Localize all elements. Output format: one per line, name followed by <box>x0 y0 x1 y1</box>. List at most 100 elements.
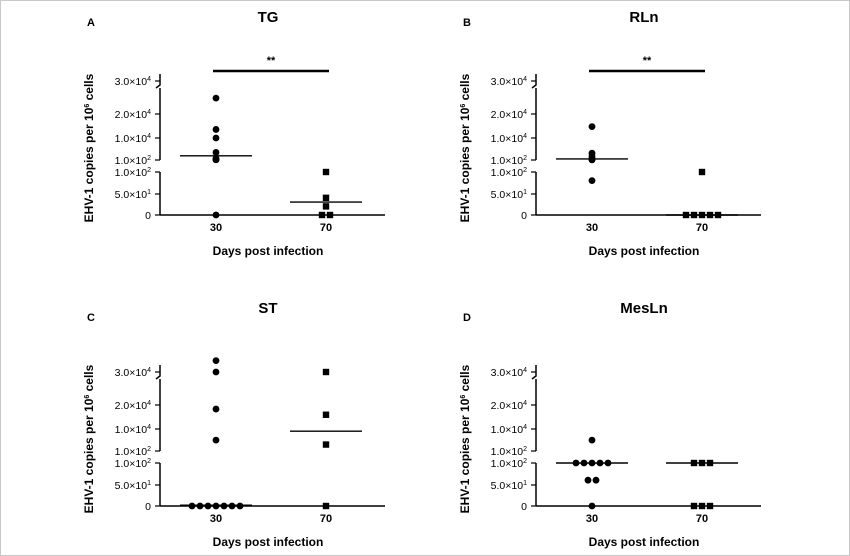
y-axis-break <box>155 74 161 89</box>
y-axis-label: EHV-1 copies per 106 cells <box>458 364 472 513</box>
data-point-day-30 <box>212 149 220 156</box>
data-point-day-30 <box>588 123 596 130</box>
data-point-day-30 <box>204 502 212 510</box>
data-point-day-70 <box>322 194 330 201</box>
x-tick-label: 70 <box>320 222 332 234</box>
data-point-day-30 <box>196 502 204 510</box>
y-tick-label: 3.0×104 <box>115 367 151 379</box>
significance-label: ** <box>643 55 652 67</box>
data-point-day-70 <box>322 502 330 510</box>
data-point-day-30 <box>188 502 196 510</box>
data-point-day-30 <box>584 476 592 484</box>
y-tick-label: 3.0×104 <box>115 76 151 88</box>
y-tick-label: 1.0×102 <box>491 458 527 470</box>
data-point-day-70 <box>322 368 330 376</box>
y-tick-label: 2.0×104 <box>115 400 151 412</box>
y-tick-label: 5.0×101 <box>115 480 151 492</box>
y-tick-label: 1.0×104 <box>491 133 527 145</box>
data-point-day-70 <box>698 168 706 176</box>
data-point-day-30 <box>588 436 596 444</box>
x-tick-label: 70 <box>696 513 708 525</box>
panel-title: TG <box>258 9 279 26</box>
x-tick-label: 30 <box>210 513 222 525</box>
y-tick-label: 0 <box>145 210 151 222</box>
data-point-day-30 <box>220 502 228 510</box>
data-point-day-70 <box>322 203 330 210</box>
y-tick-label: 3.0×104 <box>491 367 527 379</box>
y-tick-label: 1.0×102 <box>491 446 527 458</box>
data-point-day-30 <box>212 211 220 219</box>
data-point-day-30 <box>236 502 244 510</box>
x-axis-label: Days post infection <box>213 535 324 549</box>
data-point-day-70 <box>706 502 714 510</box>
data-point-day-30 <box>592 476 600 484</box>
x-tick-label: 30 <box>586 222 598 234</box>
y-tick-label: 1.0×104 <box>491 424 527 436</box>
data-point-day-30 <box>212 94 220 102</box>
y-tick-label: 2.0×104 <box>491 109 527 121</box>
data-point-day-70 <box>326 211 334 219</box>
y-tick-label: 1.0×102 <box>491 155 527 167</box>
data-point-day-70 <box>322 168 330 176</box>
data-point-day-30 <box>212 134 220 142</box>
data-point-day-30 <box>212 502 220 510</box>
panel-title: RLn <box>629 9 658 26</box>
data-point-day-30 <box>212 436 220 444</box>
x-tick-label: 70 <box>320 513 332 525</box>
panel-letter: D <box>463 312 471 324</box>
y-tick-label: 1.0×102 <box>115 458 151 470</box>
y-tick-label: 1.0×102 <box>115 155 151 167</box>
panel-title: ST <box>258 300 277 317</box>
y-axis-break <box>531 74 537 89</box>
significance-label: ** <box>267 55 276 67</box>
data-point-day-70 <box>698 502 706 510</box>
data-point-day-30 <box>212 357 220 364</box>
y-tick-label: 2.0×104 <box>115 109 151 121</box>
y-axis-label: EHV-1 copies per 106 cells <box>82 73 96 222</box>
y-tick-label: 2.0×104 <box>491 400 527 412</box>
y-tick-label: 5.0×101 <box>491 480 527 492</box>
panel-letter: C <box>87 312 95 324</box>
data-point-day-30 <box>212 126 220 133</box>
x-tick-label: 30 <box>210 222 222 234</box>
y-axis-label: EHV-1 copies per 106 cells <box>458 73 472 222</box>
y-axis-label: EHV-1 copies per 106 cells <box>82 364 96 513</box>
data-point-day-30 <box>228 502 236 510</box>
x-axis-label: Days post infection <box>589 244 700 258</box>
data-point-day-70 <box>322 411 330 418</box>
y-tick-label: 1.0×102 <box>115 167 151 179</box>
y-tick-label: 3.0×104 <box>491 76 527 88</box>
y-tick-label: 0 <box>521 501 527 513</box>
data-point-day-30 <box>588 149 596 157</box>
y-axis-break <box>155 365 161 380</box>
y-tick-label: 1.0×102 <box>491 167 527 179</box>
data-point-day-70 <box>322 441 330 448</box>
data-point-day-30 <box>588 502 596 510</box>
y-tick-label: 5.0×101 <box>491 189 527 201</box>
y-tick-label: 0 <box>521 210 527 222</box>
y-tick-label: 5.0×101 <box>115 189 151 201</box>
x-tick-label: 30 <box>586 513 598 525</box>
panel-letter: B <box>463 17 471 29</box>
data-point-day-30 <box>212 368 220 376</box>
y-tick-label: 1.0×104 <box>115 133 151 145</box>
data-point-day-30 <box>588 177 596 185</box>
x-axis-label: Days post infection <box>213 244 324 258</box>
data-point-day-30 <box>212 405 220 413</box>
x-axis-label: Days post infection <box>589 535 700 549</box>
panel-letter: A <box>87 17 95 29</box>
y-tick-label: 1.0×102 <box>115 446 151 458</box>
data-point-day-70 <box>318 211 326 219</box>
panel-title: MesLn <box>620 300 668 317</box>
data-point-day-70 <box>690 502 698 510</box>
x-tick-label: 70 <box>696 222 708 234</box>
data-point-day-30 <box>212 155 220 162</box>
y-axis-break <box>531 365 537 380</box>
y-tick-label: 1.0×104 <box>115 424 151 436</box>
y-tick-label: 0 <box>145 501 151 513</box>
